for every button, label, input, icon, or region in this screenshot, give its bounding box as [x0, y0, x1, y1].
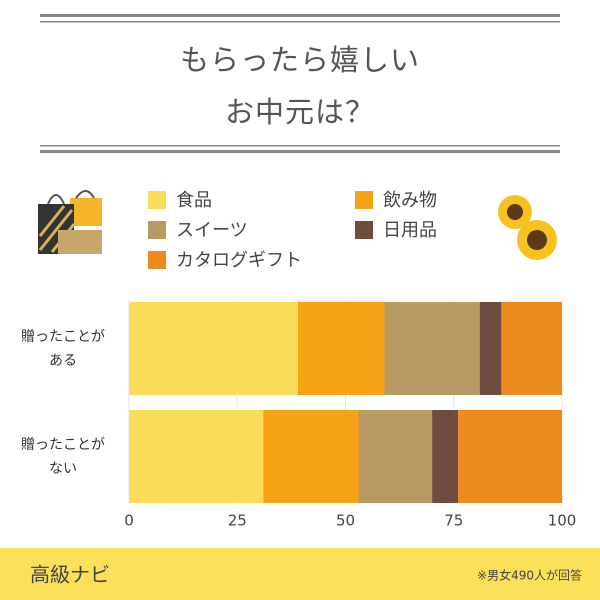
- bar-segment: [263, 410, 359, 503]
- category-label: 贈ったことがない: [21, 436, 105, 477]
- gift-bag-icon: [38, 190, 102, 254]
- legend-swatch: [148, 191, 166, 209]
- footer-note: ※男女490人が回答: [477, 568, 582, 583]
- legend-label: 日用品: [383, 220, 437, 241]
- footer-brand: 高級ナビ: [30, 563, 110, 587]
- legend-swatch: [355, 191, 373, 209]
- bar-segment: [129, 410, 264, 503]
- category-label: 贈ったことがある: [21, 328, 105, 369]
- sunflower-icon: [498, 195, 557, 260]
- legend-label: 食品: [176, 190, 212, 211]
- bar-segment: [384, 302, 480, 395]
- x-tick-label: 25: [228, 512, 247, 530]
- bar-segment: [479, 302, 502, 395]
- bar-segment: [129, 302, 298, 395]
- bar-segment: [297, 302, 385, 395]
- legend-label: スイーツ: [176, 220, 248, 241]
- bar-segment: [358, 410, 433, 503]
- bar-segment: [501, 302, 562, 395]
- title-rule: [40, 145, 560, 147]
- title-rule: [40, 14, 560, 17]
- title-rule: [40, 21, 560, 23]
- footer-band: [0, 548, 600, 600]
- title-rule: [40, 150, 560, 153]
- chart-title: もらったら嬉しいお中元は？: [179, 43, 420, 129]
- legend-label: 飲み物: [383, 190, 437, 211]
- legend-label: カタログギフト: [176, 250, 302, 271]
- legend-swatch: [355, 221, 373, 239]
- legend-swatch: [148, 221, 166, 239]
- x-tick-label: 50: [336, 512, 355, 530]
- x-tick-label: 0: [124, 512, 134, 530]
- bar-segment: [458, 410, 562, 503]
- legend-swatch: [148, 251, 166, 269]
- bar-segment: [432, 410, 459, 503]
- x-tick-label: 75: [444, 512, 463, 530]
- x-tick-label: 100: [548, 512, 577, 530]
